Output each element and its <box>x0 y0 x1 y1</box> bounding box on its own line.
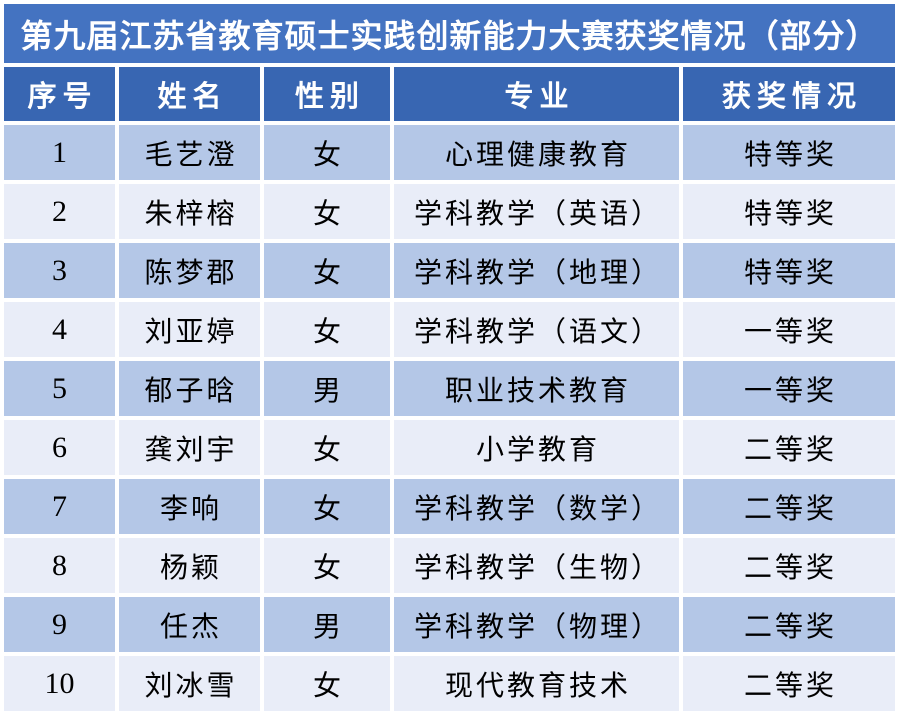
cell-index: 9 <box>4 597 115 652</box>
cell-index: 8 <box>4 538 115 593</box>
cell-index: 6 <box>4 420 115 475</box>
award-table: 序号 姓名 性别 专业 获奖情况 1 毛艺澄女心理健康教育 特等奖 2 朱梓榕女学科教学… <box>0 63 899 715</box>
cell-name: 龚刘宇 <box>119 420 260 475</box>
col-header-index: 序号 <box>4 67 115 121</box>
cell-gender: 女 <box>264 302 390 357</box>
cell-index: 7 <box>4 479 115 534</box>
cell-gender: 男 <box>264 597 390 652</box>
cell-gender: 女 <box>264 479 390 534</box>
cell-name: 郁子晗 <box>119 361 260 416</box>
cell-gender: 女 <box>264 656 390 711</box>
cell-name: 毛艺澄 <box>119 125 260 180</box>
cell-major: 职业技术教育 <box>394 361 679 416</box>
cell-gender: 女 <box>264 538 390 593</box>
cell-index: 10 <box>4 656 115 711</box>
cell-award: 特等奖 <box>683 243 895 298</box>
table-row: 4 刘亚婷女学科教学（语文） 一等奖 <box>4 302 895 357</box>
table-row: 9 任杰男学科教学（物理） 二等奖 <box>4 597 895 652</box>
cell-gender: 男 <box>264 361 390 416</box>
cell-index: 2 <box>4 184 115 239</box>
cell-name: 李响 <box>119 479 260 534</box>
cell-award: 一等奖 <box>683 361 895 416</box>
cell-major: 学科教学（语文） <box>394 302 679 357</box>
table-row: 7 李响女学科教学（数学） 二等奖 <box>4 479 895 534</box>
cell-index: 1 <box>4 125 115 180</box>
cell-award: 二等奖 <box>683 538 895 593</box>
cell-name: 刘亚婷 <box>119 302 260 357</box>
cell-major: 心理健康教育 <box>394 125 679 180</box>
col-header-gender: 性别 <box>264 67 390 121</box>
cell-major: 学科教学（物理） <box>394 597 679 652</box>
table-row: 8 杨颖女学科教学（生物） 二等奖 <box>4 538 895 593</box>
page-title: 第九届江苏省教育硕士实践创新能力大赛获奖情况（部分） <box>4 4 895 63</box>
cell-award: 一等奖 <box>683 302 895 357</box>
col-header-name: 姓名 <box>119 67 260 121</box>
table-row: 10 刘冰雪女现代教育技术 二等奖 <box>4 656 895 711</box>
header-row: 序号 姓名 性别 专业 获奖情况 <box>4 67 895 121</box>
cell-name: 杨颖 <box>119 538 260 593</box>
table-row: 6 龚刘宇女小学教育 二等奖 <box>4 420 895 475</box>
cell-major: 学科教学（地理） <box>394 243 679 298</box>
cell-award: 二等奖 <box>683 656 895 711</box>
cell-index: 5 <box>4 361 115 416</box>
cell-award: 二等奖 <box>683 479 895 534</box>
table-row: 3 陈梦郡女学科教学（地理） 特等奖 <box>4 243 895 298</box>
slide: 第九届江苏省教育硕士实践创新能力大赛获奖情况（部分） 序号 姓名 性别 专业 获… <box>0 4 899 720</box>
cell-major: 现代教育技术 <box>394 656 679 711</box>
table-row: 1 毛艺澄女心理健康教育 特等奖 <box>4 125 895 180</box>
cell-major: 学科教学（英语） <box>394 184 679 239</box>
cell-name: 刘冰雪 <box>119 656 260 711</box>
cell-gender: 女 <box>264 125 390 180</box>
table-header: 序号 姓名 性别 专业 获奖情况 <box>4 67 895 121</box>
cell-award: 特等奖 <box>683 184 895 239</box>
cell-name: 陈梦郡 <box>119 243 260 298</box>
cell-major: 学科教学（数学） <box>394 479 679 534</box>
cell-index: 3 <box>4 243 115 298</box>
table-body: 1 毛艺澄女心理健康教育 特等奖 2 朱梓榕女学科教学（英语） 特等奖 3 陈梦郡女学科教学（… <box>4 125 895 711</box>
col-header-award: 获奖情况 <box>683 67 895 121</box>
table-row: 2 朱梓榕女学科教学（英语） 特等奖 <box>4 184 895 239</box>
cell-award: 二等奖 <box>683 597 895 652</box>
cell-name: 朱梓榕 <box>119 184 260 239</box>
col-header-major: 专业 <box>394 67 679 121</box>
cell-award: 特等奖 <box>683 125 895 180</box>
cell-index: 4 <box>4 302 115 357</box>
cell-major: 学科教学（生物） <box>394 538 679 593</box>
cell-name: 任杰 <box>119 597 260 652</box>
cell-gender: 女 <box>264 184 390 239</box>
cell-gender: 女 <box>264 243 390 298</box>
cell-award: 二等奖 <box>683 420 895 475</box>
cell-major: 小学教育 <box>394 420 679 475</box>
table-row: 5 郁子晗男职业技术教育 一等奖 <box>4 361 895 416</box>
cell-gender: 女 <box>264 420 390 475</box>
